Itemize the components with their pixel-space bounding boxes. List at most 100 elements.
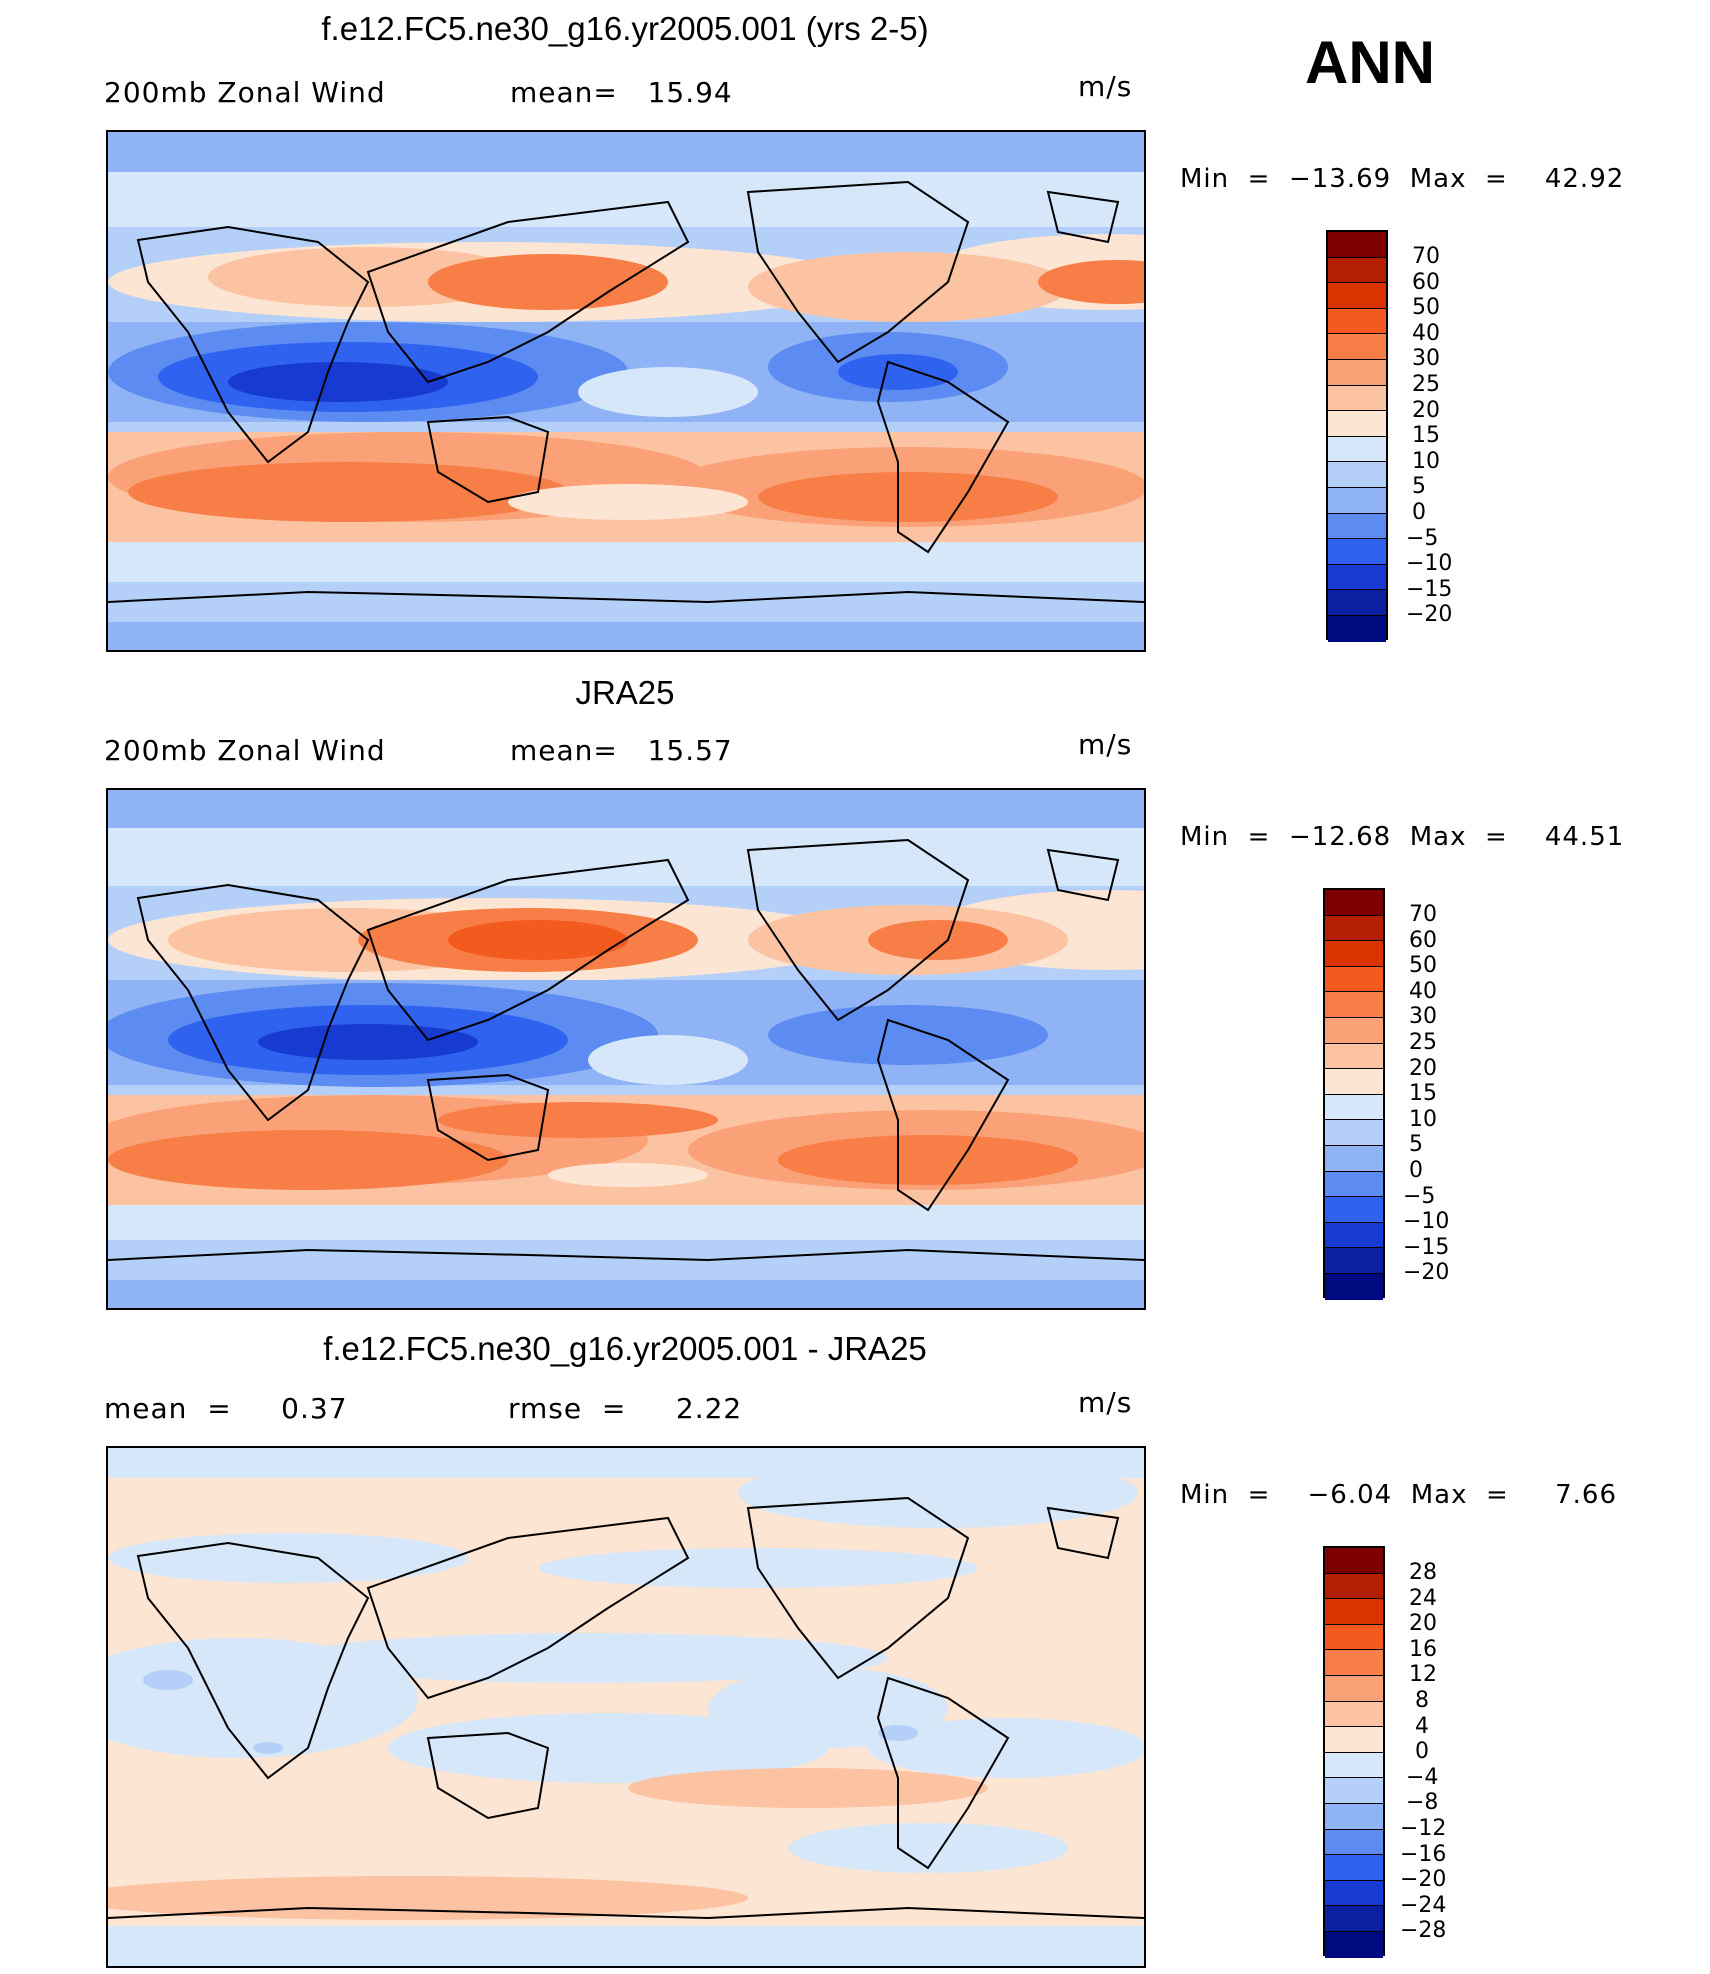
colorbar-swatch [1325, 1803, 1383, 1830]
panel-1-title: f.e12.FC5.ne30_g16.yr2005.001 (yrs 2-5) [321, 10, 929, 47]
panel-2-mean-label: mean= 15.57 [510, 734, 733, 767]
colorbar-swatch [1325, 1855, 1383, 1881]
colorbar-tick-label: −20 [1400, 1867, 1447, 1892]
colorbar-tick-label: 15 [1412, 423, 1440, 448]
colorbar-tick-label: −28 [1400, 1918, 1447, 1943]
colorbar-tick-label: 40 [1409, 979, 1437, 1004]
colorbar-swatch [1325, 1650, 1383, 1676]
colorbar-swatch [1328, 257, 1386, 284]
panel-3-colorbar [1323, 1546, 1385, 1958]
colorbar-tick-label: 15 [1409, 1081, 1437, 1106]
colorbar-swatch [1325, 1197, 1383, 1223]
colorbar-tick-label: 24 [1409, 1586, 1437, 1611]
colorbar-tick-label: −24 [1400, 1893, 1447, 1918]
colorbar-swatch [1325, 915, 1383, 942]
colorbar-swatch [1325, 1120, 1383, 1146]
panel-1-units-label: m/s [1078, 70, 1133, 103]
colorbar-tick-label: 20 [1409, 1056, 1437, 1081]
colorbar-swatch [1325, 1701, 1383, 1728]
panel-3-title: f.e12.FC5.ne30_g16.yr2005.001 - JRA25 [323, 1330, 927, 1367]
colorbar-tick-label: 0 [1412, 500, 1426, 525]
colorbar-swatch [1328, 436, 1386, 463]
colorbar-tick-label: 60 [1412, 270, 1440, 295]
colorbar-swatch [1325, 1017, 1383, 1044]
colorbar-swatch [1325, 1880, 1383, 1907]
panel-3-min-max: Min = −6.04 Max = 7.66 [1180, 1480, 1617, 1510]
panel-1-mean-label: mean= 15.94 [510, 76, 733, 109]
colorbar-swatch [1325, 966, 1383, 993]
colorbar-swatch [1325, 1248, 1383, 1274]
panel-1-variable-label: 200mb Zonal Wind [104, 76, 386, 109]
colorbar-swatch [1325, 1624, 1383, 1651]
colorbar-swatch [1328, 462, 1386, 488]
colorbar-swatch [1325, 1145, 1383, 1172]
colorbar-swatch [1325, 1675, 1383, 1702]
colorbar-tick-label: 0 [1415, 1739, 1429, 1764]
colorbar-swatch [1328, 590, 1386, 616]
panel-2-contour-field [108, 790, 1144, 1308]
panel-3-map [106, 1446, 1146, 1968]
colorbar-tick-label: 0 [1409, 1158, 1423, 1183]
panel-3-contour-field [108, 1448, 1144, 1966]
colorbar-tick-label: −15 [1406, 577, 1453, 602]
colorbar-tick-label: −12 [1400, 1816, 1447, 1841]
colorbar-tick-label: −10 [1403, 1209, 1450, 1234]
colorbar-tick-label: −20 [1406, 602, 1453, 627]
colorbar-swatch [1325, 1273, 1383, 1300]
colorbar-swatch [1328, 385, 1386, 412]
colorbar-tick-label: 20 [1412, 398, 1440, 423]
colorbar-tick-label: 30 [1412, 346, 1440, 371]
colorbar-swatch [1325, 1222, 1383, 1249]
colorbar-tick-label: 70 [1409, 902, 1437, 927]
colorbar-swatch [1325, 1043, 1383, 1070]
colorbar-swatch [1328, 283, 1386, 309]
colorbar-tick-label: 28 [1409, 1560, 1437, 1585]
colorbar-swatch [1325, 992, 1383, 1018]
colorbar-swatch [1328, 308, 1386, 335]
colorbar-tick-label: 60 [1409, 928, 1437, 953]
colorbar-tick-label: −15 [1403, 1235, 1450, 1260]
panel-1-min-max: Min = −13.69 Max = 42.92 [1180, 164, 1625, 194]
panel-3-mean-label: mean = 0.37 [104, 1392, 348, 1425]
colorbar-swatch [1325, 1069, 1383, 1095]
panel-1-colorbar [1326, 230, 1388, 642]
colorbar-swatch [1328, 487, 1386, 514]
colorbar-swatch [1325, 941, 1383, 967]
colorbar-swatch [1325, 1906, 1383, 1932]
colorbar-swatch [1325, 1829, 1383, 1856]
colorbar-swatch [1325, 1752, 1383, 1779]
colorbar-tick-label: 25 [1412, 372, 1440, 397]
colorbar-tick-label: 25 [1409, 1030, 1437, 1055]
colorbar-swatch [1325, 1727, 1383, 1753]
panel-2-min-max: Min = −12.68 Max = 44.51 [1180, 822, 1625, 852]
colorbar-tick-label: −8 [1406, 1790, 1439, 1815]
colorbar-tick-label: 20 [1409, 1611, 1437, 1636]
colorbar-tick-label: 30 [1409, 1004, 1437, 1029]
colorbar-tick-label: 40 [1412, 321, 1440, 346]
colorbar-swatch [1325, 1931, 1383, 1958]
colorbar-swatch [1325, 1548, 1383, 1574]
colorbar-swatch [1325, 1171, 1383, 1198]
panel-3-units-label: m/s [1078, 1386, 1133, 1419]
panel-2-units-label: m/s [1078, 728, 1133, 761]
colorbar-swatch [1328, 411, 1386, 437]
colorbar-tick-label: −5 [1403, 1184, 1436, 1209]
panel-2-colorbar [1323, 888, 1385, 1300]
colorbar-swatch [1328, 359, 1386, 386]
panel-2-map [106, 788, 1146, 1310]
colorbar-tick-label: −10 [1406, 551, 1453, 576]
panel-3-rmse-label: rmse = 2.22 [508, 1392, 743, 1425]
colorbar-swatch [1328, 615, 1386, 642]
colorbar-swatch [1328, 564, 1386, 591]
colorbar-swatch [1328, 539, 1386, 565]
colorbar-swatch [1328, 513, 1386, 540]
colorbar-swatch [1325, 1778, 1383, 1804]
season-label: ANN [1305, 29, 1435, 96]
colorbar-tick-label: −4 [1406, 1765, 1439, 1790]
panel-2-title: JRA25 [575, 674, 675, 711]
colorbar-tick-label: 70 [1412, 244, 1440, 269]
colorbar-tick-label: 5 [1409, 1132, 1423, 1157]
panel-1-map [106, 130, 1146, 652]
colorbar-tick-label: −16 [1400, 1842, 1447, 1867]
panel-1-contour-field [108, 132, 1144, 650]
